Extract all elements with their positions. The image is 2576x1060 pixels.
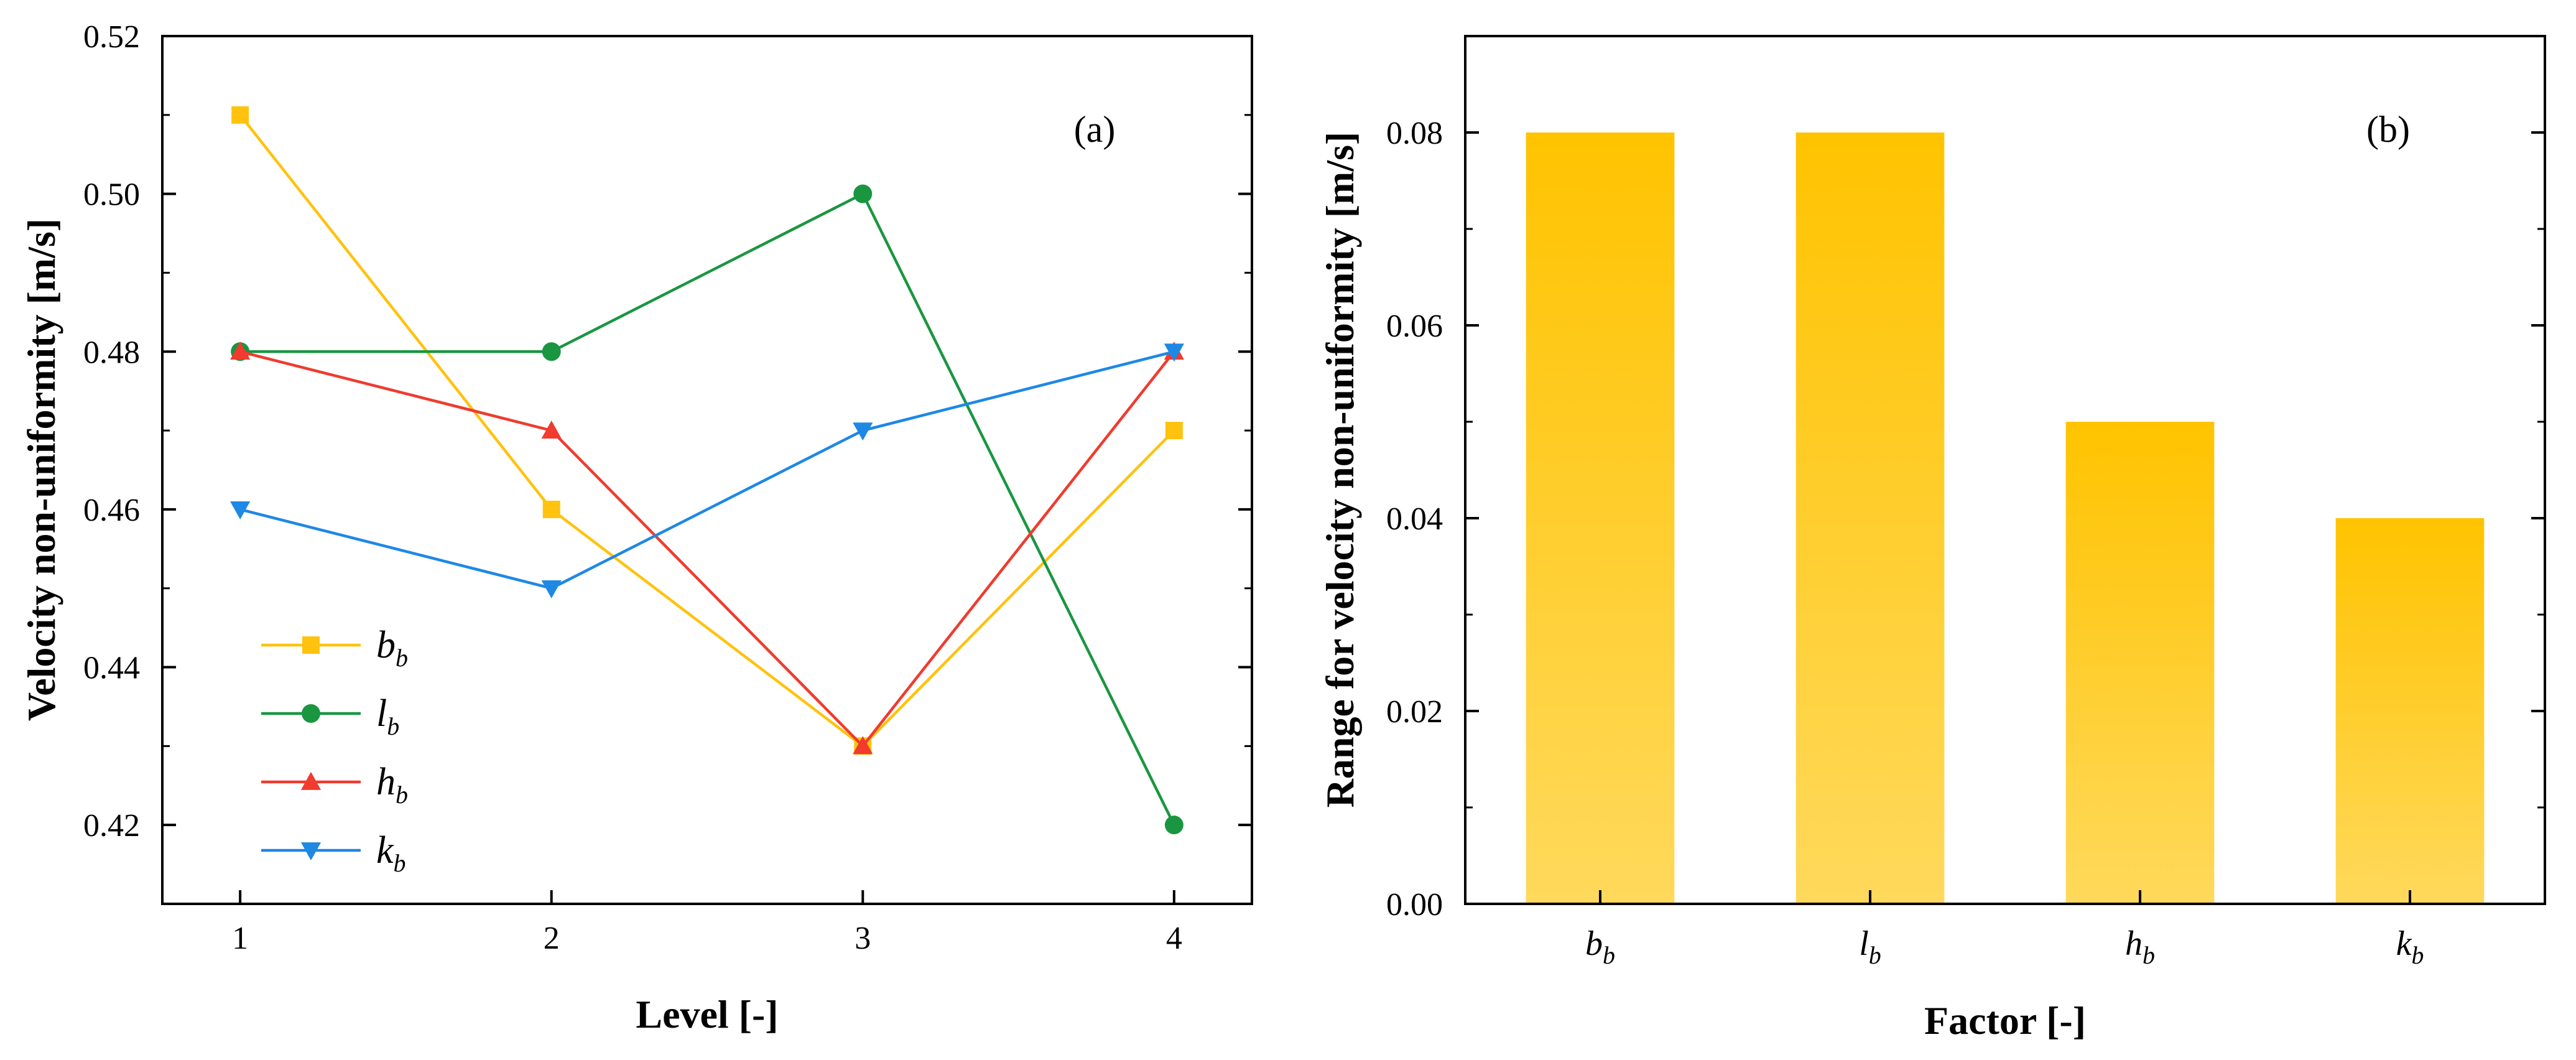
- panel-a-frame: [161, 35, 1253, 905]
- series-lb-line: [240, 192, 1175, 826]
- series-hb-point: [230, 342, 251, 360]
- series-bb-point: [542, 500, 560, 518]
- panel-a-y-tick-label: 0.48: [83, 335, 140, 370]
- panel-b-y-axis-title: Range for velocity non-uniformity [m/s]: [1318, 132, 1362, 808]
- series-hb-point: [853, 736, 873, 755]
- series-kb-point: [1164, 343, 1184, 362]
- panel-a-y-axis-title: Velocity non-uniformity [m/s]: [19, 218, 63, 721]
- panel-b-y-tick-label: 0.06: [1386, 309, 1443, 344]
- panel-b-bar-chart: bb lb hb kb 0.00 0.02 0.04 0.06 0.08 (b) Factor …: [1318, 35, 2546, 1043]
- legend-kb-label: kb: [376, 829, 406, 877]
- panel-a-y-tick-label: 0.52: [83, 19, 140, 55]
- panel-b-tag: (b): [2366, 109, 2410, 150]
- panel-b-x-tick-label-bb: bb: [1585, 924, 1615, 969]
- panel-b-marks: [1526, 132, 2485, 904]
- bar-lb: [1795, 132, 1945, 904]
- series-lb-point: [853, 184, 873, 203]
- legend-bb-marker: [302, 636, 320, 654]
- series-lb-point: [542, 342, 561, 361]
- bar-bb: [1526, 132, 1675, 904]
- panel-a-y-tick-label: 0.46: [83, 493, 140, 528]
- panel-a-x-tick-label: 1: [232, 921, 248, 956]
- series-kb-point: [541, 580, 562, 598]
- panel-b-x-axis-title: Factor [-]: [1924, 998, 2086, 1043]
- panel-b-y-tick-label: 0.08: [1386, 116, 1443, 151]
- panel-b-x-tick-label-lb: lb: [1859, 924, 1881, 969]
- series-hb-point: [541, 420, 562, 439]
- panel-a-axes: 1 2 3 4 0.42 0.44 0.46 0.48 0.50 0.52: [83, 19, 1252, 956]
- panel-a-x-tick-label: 3: [855, 921, 871, 956]
- panel-b-frame: [1464, 35, 2546, 905]
- legend-hb-label: hb: [376, 761, 408, 809]
- panel-a-marks: [230, 106, 1184, 835]
- panel-a-x-axis-title: Level [-]: [636, 992, 778, 1036]
- legend-lb-label: lb: [376, 692, 399, 740]
- panel-b-x-tick-label-hb: hb: [2125, 924, 2155, 969]
- series-lb-point: [1164, 816, 1184, 835]
- series-kb-point: [230, 501, 251, 520]
- series-kb-point: [853, 422, 873, 441]
- panel-a-x-tick-label: 2: [544, 921, 560, 956]
- series-kb-line: [239, 350, 1175, 590]
- bar-hb: [2065, 422, 2215, 904]
- panel-a-legend: bb lb hb kb: [261, 624, 408, 877]
- series-hb-line: [239, 350, 1175, 748]
- bar-kb: [2335, 518, 2485, 904]
- panel-a-y-tick-label: 0.44: [83, 651, 140, 686]
- panel-a-y-tick-label: 0.42: [83, 808, 140, 844]
- panel-a-tag: (a): [1074, 109, 1116, 150]
- panel-a-x-tick-label: 4: [1166, 921, 1182, 956]
- legend-bb-label: bb: [376, 624, 408, 672]
- panel-a-line-chart: 1 2 3 4 0.42 0.44 0.46 0.48 0.50 0.52 (a) Level […: [19, 19, 1253, 1036]
- legend-hb-marker: [300, 771, 322, 790]
- panel-b-y-tick-label: 0.02: [1386, 694, 1443, 730]
- panel-a-y-tick-label: 0.50: [83, 177, 140, 213]
- series-bb-point: [231, 106, 249, 124]
- panel-b-y-tick-label: 0.00: [1386, 887, 1443, 923]
- panel-b-x-tick-label-kb: kb: [2396, 924, 2424, 969]
- legend-kb-marker: [300, 842, 322, 861]
- series-bb-line: [239, 114, 1175, 748]
- panel-b-axes: bb lb hb kb 0.00 0.02 0.04 0.06 0.08: [1386, 35, 2545, 969]
- panel-b-y-tick-label: 0.04: [1386, 501, 1443, 537]
- series-bb-point: [1165, 422, 1183, 440]
- legend-lb-marker: [302, 704, 320, 723]
